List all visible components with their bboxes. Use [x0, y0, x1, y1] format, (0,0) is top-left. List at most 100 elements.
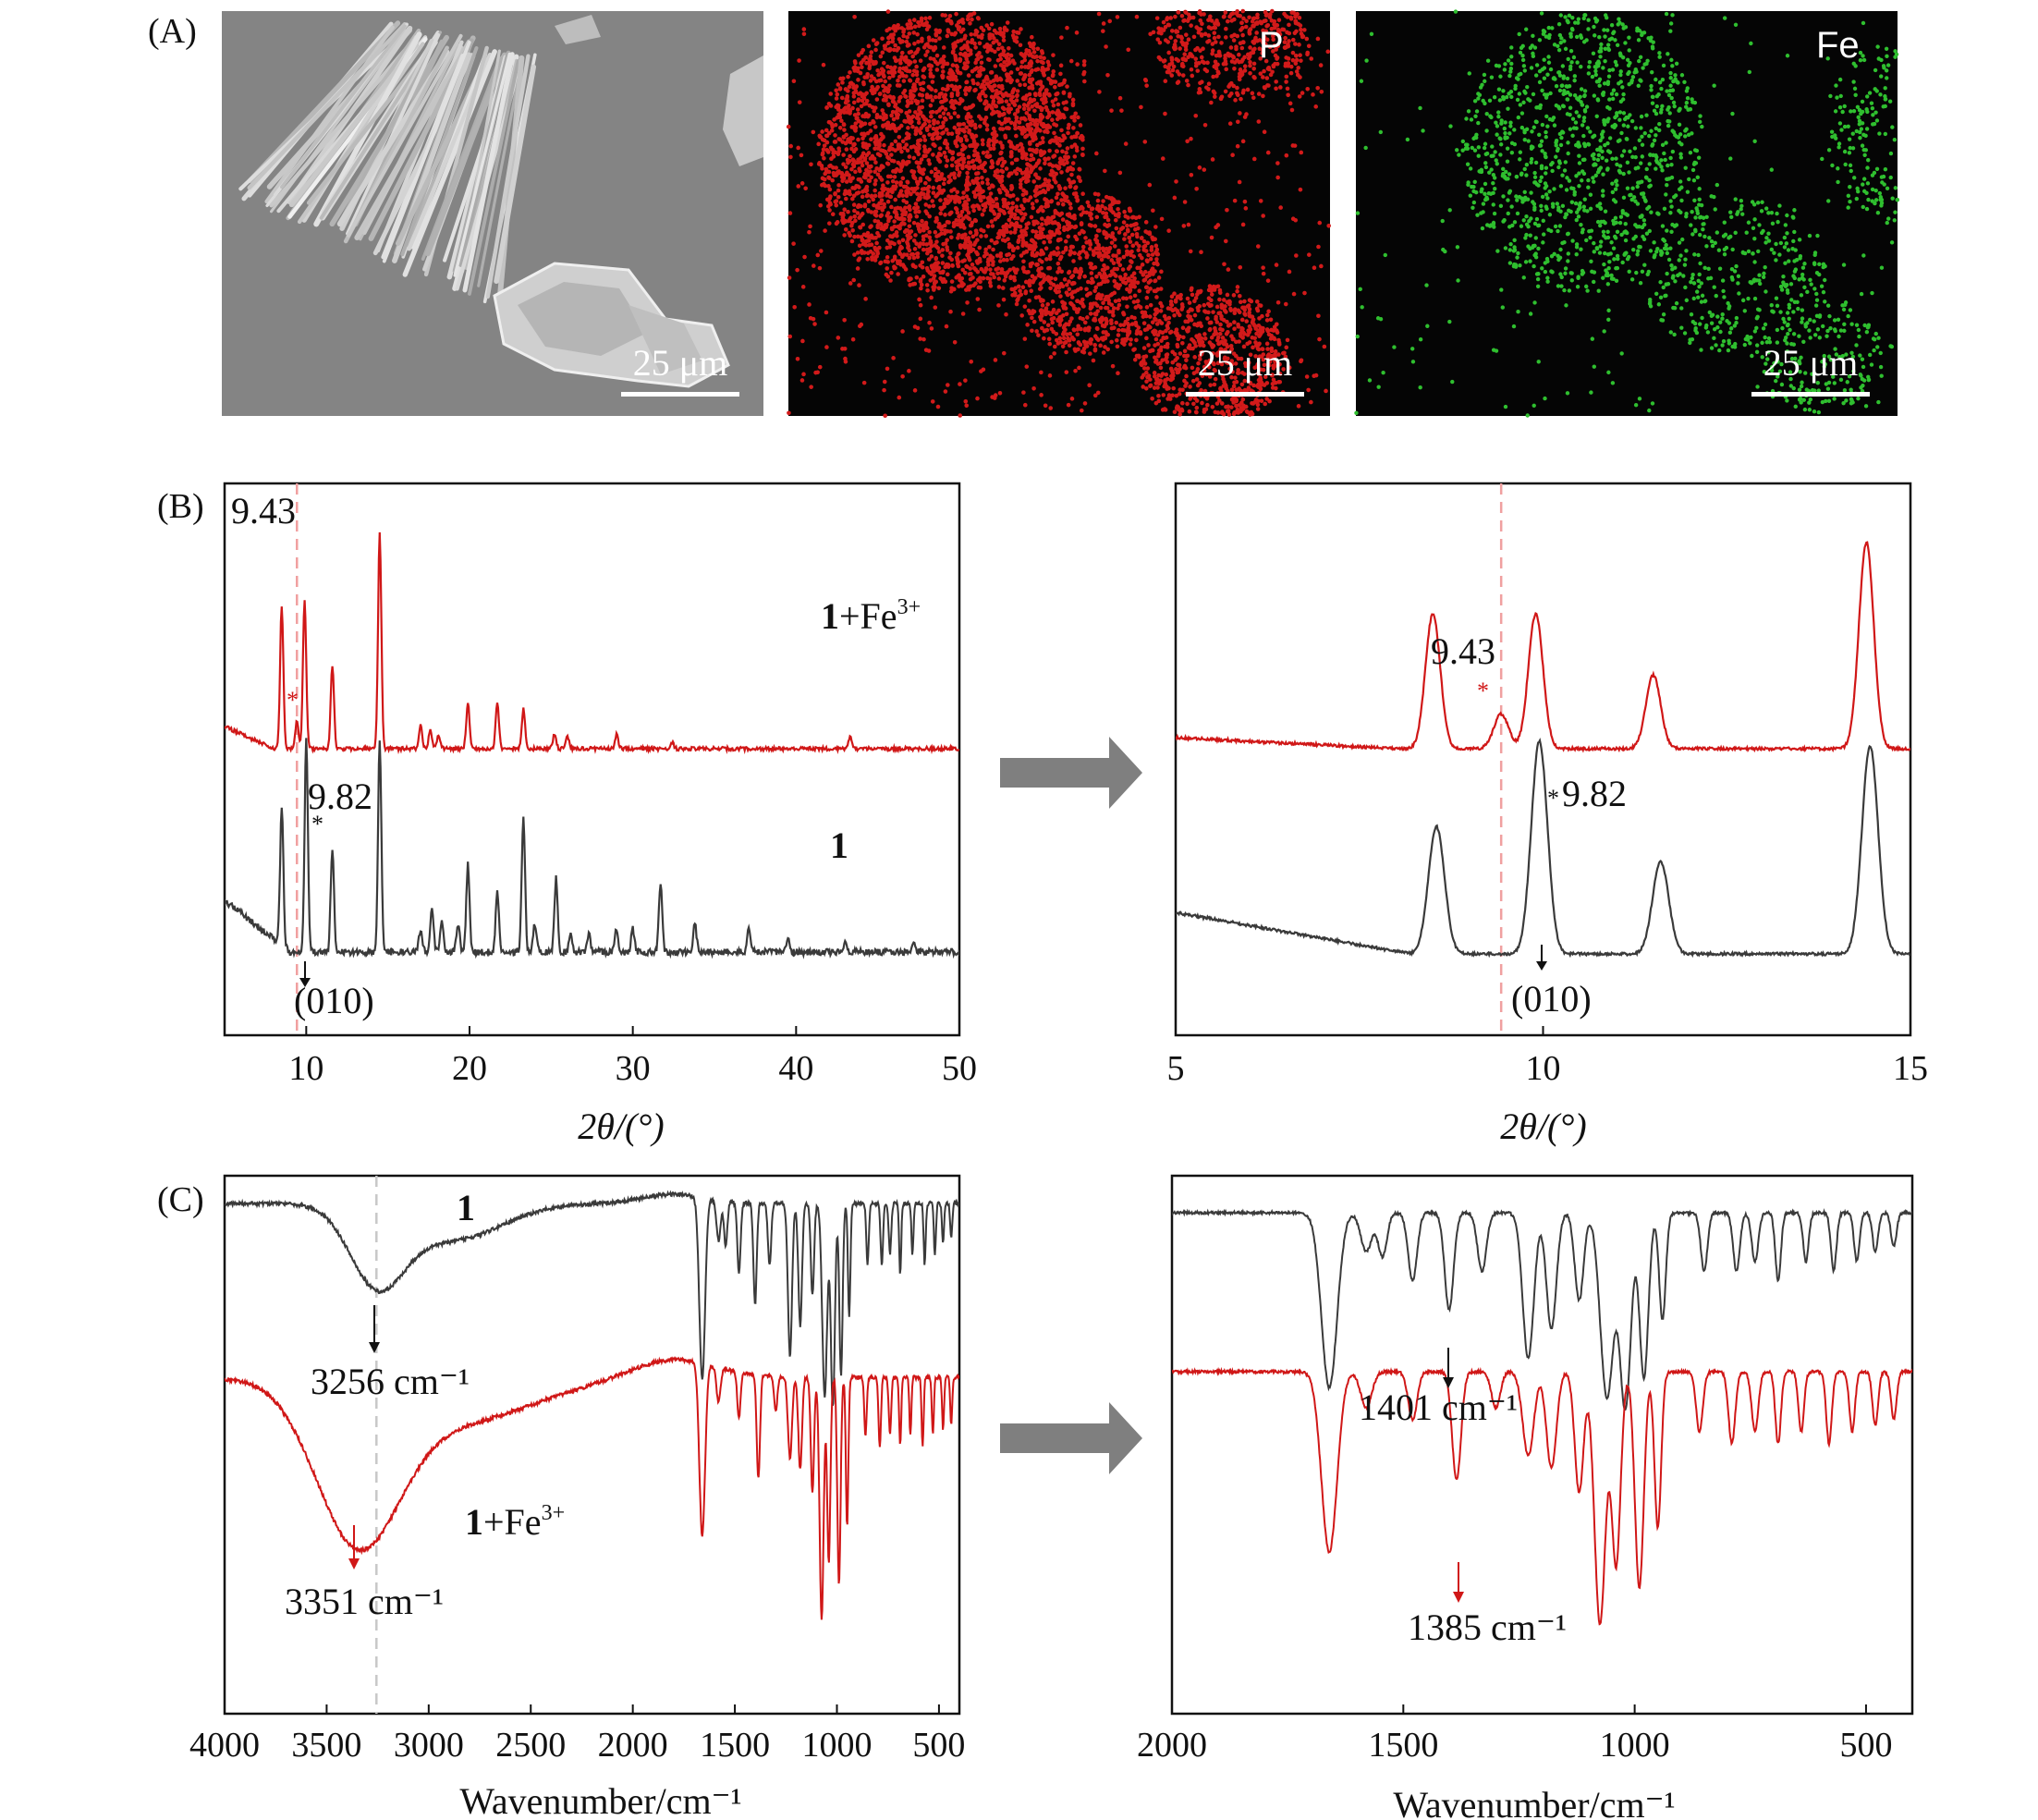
map-dot: [949, 131, 955, 136]
map-dot: [1117, 200, 1121, 205]
map-dot: [910, 124, 915, 129]
map-dot: [1238, 294, 1242, 299]
map-dot: [932, 56, 936, 62]
map-dot: [1094, 151, 1099, 156]
map-dot: [959, 128, 965, 132]
map-dot: [1229, 359, 1234, 363]
map-dot: [1188, 52, 1192, 56]
map-dot: [940, 57, 946, 63]
map-dot: [1129, 337, 1133, 342]
map-dot: [1117, 263, 1123, 268]
map-dot: [1101, 279, 1105, 284]
map-dot: [860, 189, 865, 194]
map-dot: [1256, 92, 1262, 96]
map-dot: [1286, 92, 1290, 98]
map-dot: [1138, 331, 1143, 336]
map-dot: [1141, 346, 1147, 350]
map-dot: [1135, 234, 1140, 239]
map-dot: [834, 96, 839, 101]
map-dot: [1109, 339, 1114, 345]
map-dot: [1121, 279, 1126, 285]
map-dot: [1104, 275, 1109, 279]
map-dot: [860, 238, 865, 243]
map-dot: [870, 84, 874, 90]
map-dot: [936, 286, 942, 291]
map-dot: [1166, 228, 1171, 233]
map-dot: [1256, 119, 1262, 124]
map-dot: [1188, 385, 1192, 389]
map-dot: [913, 87, 918, 92]
map-dot: [859, 322, 864, 327]
map-dot: [948, 229, 953, 234]
map-dot: [1004, 99, 1009, 104]
map-dot: [1282, 350, 1287, 356]
map-dot: [1252, 75, 1257, 80]
map-dot: [1054, 195, 1059, 201]
map-dot: [1059, 269, 1065, 275]
map-dot: [856, 53, 861, 57]
map-dot: [1021, 95, 1027, 100]
map-dot: [836, 112, 841, 117]
map-dot: [1048, 235, 1053, 240]
map-dot: [918, 178, 923, 183]
map-dot: [1111, 197, 1116, 202]
map-dot: [1184, 381, 1189, 385]
map-dot: [1035, 262, 1040, 267]
map-dot: [1045, 202, 1050, 207]
map-dot: [960, 259, 965, 263]
map-dot: [1007, 45, 1011, 51]
map-dot: [815, 252, 821, 258]
map-dot: [1162, 407, 1167, 411]
map-dot: [933, 305, 938, 310]
map-dot: [1068, 184, 1072, 189]
map-dot: [846, 74, 850, 79]
map-dot: [903, 119, 909, 124]
map-dot: [1209, 100, 1214, 105]
map-dot: [885, 89, 890, 93]
map-dot: [921, 336, 926, 342]
map-dot: [1132, 293, 1138, 299]
map-dot: [791, 241, 796, 246]
map-dot: [860, 194, 865, 200]
map-dot: [852, 252, 857, 257]
map-dot: [927, 63, 933, 67]
map-dot: [939, 226, 944, 232]
map-dot: [905, 35, 909, 40]
map-dot: [978, 68, 982, 74]
map-dot: [1088, 351, 1092, 356]
map-dot: [1223, 89, 1228, 94]
map-dot: [1166, 50, 1171, 55]
map-dot: [1293, 54, 1299, 58]
map-dot: [960, 267, 966, 273]
map-dot: [1105, 217, 1111, 223]
map-dot: [1061, 80, 1067, 85]
map-dot: [1002, 25, 1007, 31]
map-dot: [1189, 287, 1194, 292]
map-dot: [959, 235, 965, 240]
map-dot: [1154, 310, 1159, 315]
map-dot: [1017, 104, 1022, 109]
map-dot: [829, 128, 835, 133]
map-dot: [1129, 314, 1134, 320]
map-dot: [1309, 399, 1313, 405]
map-dot: [1079, 326, 1083, 332]
map-dot: [1155, 287, 1161, 292]
map-dot: [795, 357, 800, 361]
map-dot: [890, 36, 896, 42]
map-dot: [1068, 58, 1074, 64]
map-dot: [881, 116, 886, 122]
map-dot: [945, 145, 950, 151]
map-dot: [830, 212, 836, 217]
map-dot: [1239, 317, 1245, 323]
map-dot: [934, 130, 940, 136]
map-dot: [1092, 311, 1098, 316]
map-dot: [1156, 373, 1161, 378]
map-dot: [1080, 191, 1085, 197]
map-dot: [852, 59, 858, 64]
map-dot: [857, 215, 861, 220]
map-dot: [816, 162, 822, 166]
map-dot: [1160, 358, 1165, 362]
map-dot: [1073, 234, 1078, 239]
map-dot: [910, 282, 916, 287]
map-dot: [823, 228, 827, 233]
